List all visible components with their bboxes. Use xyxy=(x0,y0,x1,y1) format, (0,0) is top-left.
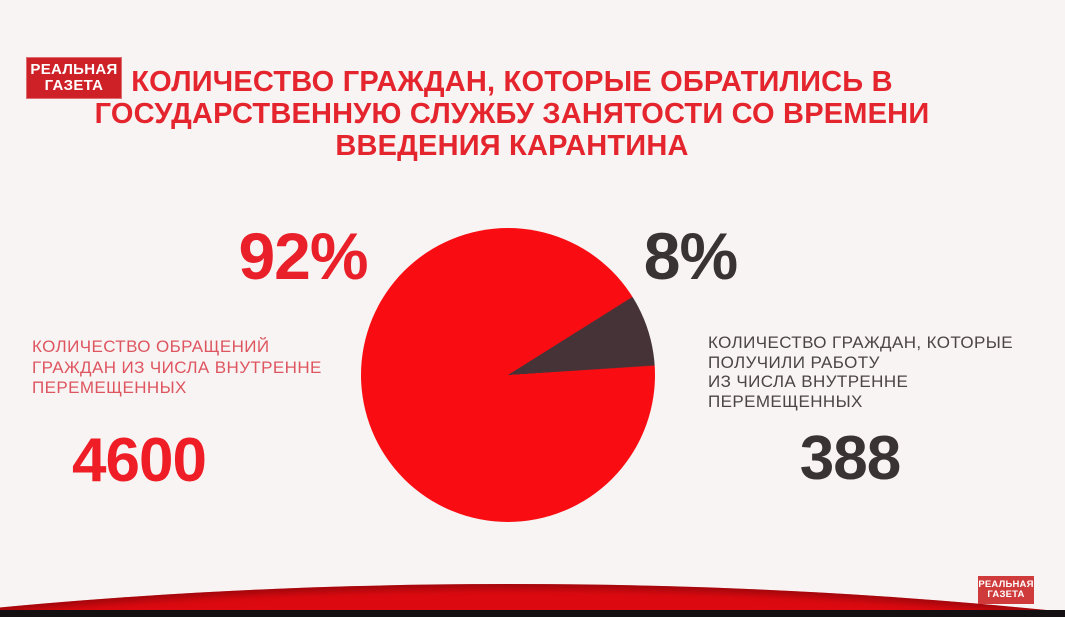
legend-applied-line-2: ГРАЖДАН ИЗ ЧИСЛА ВНУТРЕННЕ xyxy=(32,357,322,377)
legend-employed: КОЛИЧЕСТВО ГРАЖДАН, КОТОРЫЕ ПОЛУЧИЛИ РАБ… xyxy=(708,333,1013,411)
logo-line-1: РЕАЛЬНАЯ xyxy=(978,578,1034,590)
realnaya-gazeta-logo-small: РЕАЛЬНАЯ ГАЗЕТА xyxy=(978,576,1034,604)
title-line-1: КОЛИЧЕСТВО ГРАЖДАН, КОТОРЫЕ ОБРАТИЛИСЬ В xyxy=(131,66,893,98)
legend-applied-line-1: КОЛИЧЕСТВО ОБРАЩЕНИЙ xyxy=(32,337,270,356)
pie-chart xyxy=(361,228,655,522)
title-line-2: ГОСУДАРСТВЕННУЮ СЛУЖБУ ЗАНЯТОСТИ СО ВРЕМ… xyxy=(94,98,930,130)
value-employed: 388 xyxy=(799,424,901,493)
page-title: КОЛИЧЕСТВО ГРАЖДАН, КОТОРЫЕ ОБРАТИЛИСЬ В… xyxy=(32,66,992,162)
logo-line-2: ГАЗЕТА xyxy=(44,77,104,94)
value-applied: 4600 xyxy=(72,426,207,495)
legend-employed-line-2: ПОЛУЧИЛИ РАБОТУ xyxy=(708,352,880,372)
letterbox-bar xyxy=(0,610,1065,617)
logo-line-2: ГАЗЕТА xyxy=(987,589,1025,600)
percent-label-applied: 92% xyxy=(238,219,368,293)
legend-employed-line-1: КОЛИЧЕСТВО ГРАЖДАН, КОТОРЫЕ xyxy=(708,333,1013,352)
legend-employed-line-4: ПЕРЕМЕЩЕННЫХ xyxy=(708,391,863,411)
legend-applied: КОЛИЧЕСТВО ОБРАЩЕНИЙ ГРАЖДАН ИЗ ЧИСЛА ВН… xyxy=(32,337,322,399)
realnaya-gazeta-logo: РЕАЛЬНАЯ ГАЗЕТА xyxy=(26,57,122,99)
percent-label-employed: 8% xyxy=(643,219,738,293)
legend-applied-line-3: ПЕРЕМЕЩЕННЫХ xyxy=(32,378,187,398)
logo-line-1: РЕАЛЬНАЯ xyxy=(30,60,118,78)
title-line-3: ВВЕДЕНИЯ КАРАНТИНА xyxy=(335,130,689,162)
legend-employed-line-3: ИЗ ЧИСЛА ВНУТРЕННЕ xyxy=(708,372,909,392)
